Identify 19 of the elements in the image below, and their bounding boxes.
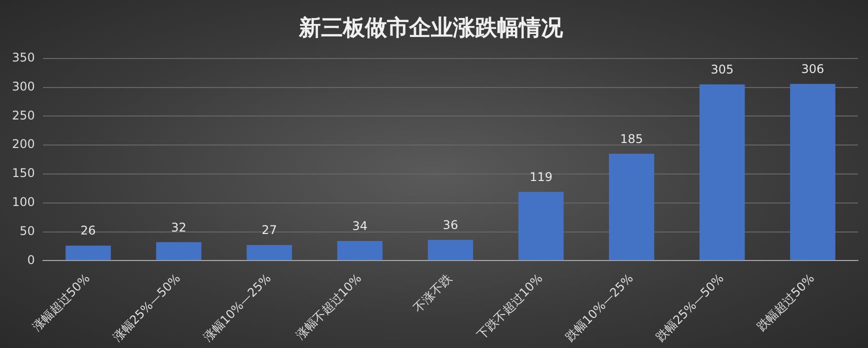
- y-tick-label: 0: [27, 252, 35, 267]
- data-label: 36: [442, 218, 458, 232]
- data-label: 119: [530, 170, 552, 184]
- y-tick-label: 150: [12, 166, 35, 180]
- y-tick-label: 300: [12, 79, 35, 94]
- data-label: 306: [801, 62, 824, 76]
- y-tick-label: 50: [20, 224, 35, 238]
- y-tick-label: 250: [12, 108, 35, 122]
- y-tick-label: 200: [12, 137, 35, 152]
- x-tick-label: 不涨不跌: [410, 271, 455, 316]
- data-label: 26: [80, 224, 96, 238]
- data-label: 32: [171, 220, 186, 234]
- data-label: 27: [262, 223, 277, 238]
- data-label: 34: [352, 219, 368, 234]
- data-label: 305: [710, 62, 734, 77]
- y-tick-label: 100: [12, 194, 35, 209]
- y-tick-label: 350: [12, 50, 35, 65]
- data-label: 185: [620, 132, 644, 146]
- chart-title: 新三板做市企业涨跌幅情况: [298, 14, 564, 41]
